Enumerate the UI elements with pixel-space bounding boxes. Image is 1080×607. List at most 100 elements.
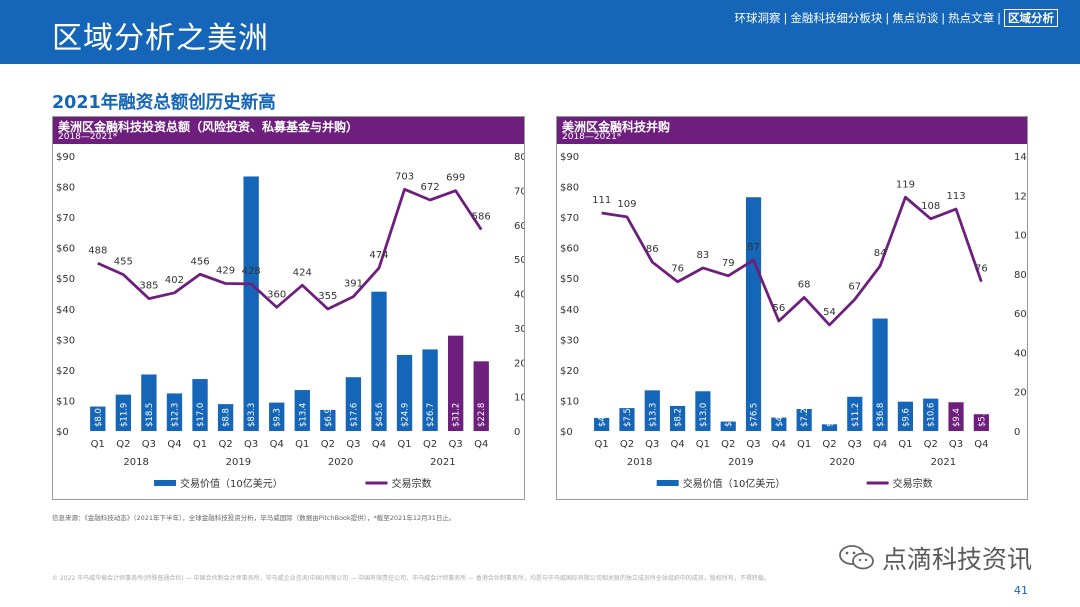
y2-tick-label: 500 — [514, 255, 524, 266]
bar — [422, 349, 438, 431]
y-tick-label: $80 — [560, 183, 579, 194]
bar — [320, 409, 336, 431]
legend-label-value: 交易价值（10亿美元） — [180, 477, 283, 490]
bar — [973, 414, 989, 431]
x-tick-label: Q2 — [218, 439, 232, 450]
bar-value-label: $18.5 — [145, 403, 155, 427]
bar-value-label: $31.2 — [452, 403, 462, 427]
bar-value-label: $7.5 — [623, 408, 633, 427]
y-tick-label: $30 — [56, 335, 75, 346]
line-value-label: 86 — [646, 244, 659, 255]
x-tick-label: Q1 — [295, 439, 309, 450]
x-tick-label: Q3 — [346, 439, 360, 450]
legend-swatch-bar — [154, 480, 177, 486]
line-value-label: 488 — [88, 245, 107, 256]
line-value-label: 360 — [267, 289, 286, 300]
year-label: 2020 — [829, 457, 854, 468]
line-value-label: 108 — [921, 201, 940, 212]
line-value-label: 474 — [369, 250, 388, 261]
nav-item-global-insight[interactable]: 环球洞察 — [734, 11, 781, 25]
y2-tick-label: 400 — [514, 290, 524, 301]
x-tick-label: Q4 — [167, 439, 181, 450]
line-value-label: 391 — [344, 279, 363, 290]
y-tick-label: $80 — [56, 183, 75, 194]
line-value-label: 586 — [472, 212, 491, 223]
bar-value-label: $4.3 — [598, 408, 608, 427]
x-tick-label: Q1 — [898, 439, 912, 450]
line-value-label: 672 — [421, 182, 440, 193]
bar — [796, 409, 812, 431]
bar — [192, 379, 208, 431]
nav-item-regional-analysis[interactable]: 区域分析 — [1004, 9, 1058, 27]
x-tick-label: Q2 — [721, 439, 735, 450]
x-tick-label: Q1 — [91, 439, 105, 450]
line-value-label: 113 — [946, 191, 965, 202]
line-value-label: 84 — [874, 248, 887, 259]
bar-value-label: $22.8 — [477, 403, 487, 427]
y-tick-label: $30 — [560, 335, 579, 346]
legend-swatch-line — [866, 481, 889, 485]
nav-item-fintech-sectors[interactable]: 金融科技细分板块 — [790, 11, 883, 25]
bar — [847, 396, 863, 431]
x-tick-label: Q1 — [397, 439, 411, 450]
panel-header: 美洲区金融科技投资总额（风险投资、私募基金与并购） 2018—2021* — [53, 117, 524, 144]
bar-value-label: $10.6 — [927, 403, 937, 427]
page-title: 区域分析之美洲 — [52, 21, 269, 56]
line-value-label: 109 — [617, 199, 636, 210]
legend-swatch-line — [365, 481, 388, 485]
y2-tick-label: 800 — [514, 152, 524, 163]
bar-value-label: $83.3 — [247, 403, 257, 427]
panel-header: 美洲区金融科技并购 2018—2021* — [557, 117, 1027, 144]
nav-item-hot-articles[interactable]: 热点文章 — [948, 11, 995, 25]
panel-title: 美洲区金融科技并购 — [562, 120, 671, 134]
bar — [166, 393, 183, 431]
line-value-label: 87 — [747, 242, 760, 253]
section-nav: 环球洞察 | 金融科技细分板块 | 焦点访谈 | 热点文章 | 区域分析 — [734, 9, 1058, 27]
bar — [90, 406, 106, 431]
x-tick-label: Q2 — [423, 439, 437, 450]
bar — [269, 402, 285, 431]
bar — [745, 197, 762, 431]
legend-label-value: 交易价值（10亿美元） — [683, 477, 786, 490]
y-tick-label: $90 — [560, 152, 579, 163]
bar-value-label: $17.0 — [196, 403, 206, 427]
y-tick-label: $90 — [56, 152, 75, 163]
bar-value-label: $11.9 — [119, 403, 129, 427]
bar — [897, 401, 913, 431]
bar — [771, 417, 787, 431]
nav-item-interviews[interactable]: 焦点访谈 — [892, 11, 939, 25]
x-tick-label: Q1 — [193, 439, 207, 450]
y-tick-label: $60 — [56, 244, 75, 255]
line-value-label: 703 — [395, 171, 414, 182]
investment-chart: $0 $10 $20 $30 $40 $50 $60 $70 $80 $90 0 100 200 300 4… — [56, 152, 524, 490]
year-label: 2021 — [931, 457, 956, 468]
y-tick-label: $40 — [560, 305, 579, 316]
bar-value-label: $11.2 — [851, 403, 861, 427]
bar — [594, 417, 610, 431]
line-value-label: 455 — [114, 257, 133, 268]
bar — [217, 404, 234, 431]
y2-tick-label: 600 — [514, 221, 524, 232]
bar — [872, 318, 888, 431]
y2-tick-label: 100 — [1014, 231, 1027, 242]
y-tick-label: $70 — [56, 213, 75, 224]
bar-value-label: $12.3 — [170, 403, 180, 427]
legend-swatch-bar — [656, 480, 679, 486]
bar — [923, 398, 939, 431]
bar — [396, 354, 413, 431]
bar — [644, 390, 660, 431]
bar-value-label: $3.1 — [724, 408, 734, 427]
y-tick-label: $50 — [56, 274, 75, 285]
chat-bubbles-icon — [839, 545, 874, 570]
year-label: 2018 — [123, 457, 148, 468]
line-value-label: 79 — [722, 258, 735, 269]
year-label: 2019 — [728, 457, 753, 468]
x-tick-label: Q1 — [595, 439, 609, 450]
line-value-label: 424 — [293, 267, 312, 278]
y2-tick-label: 100 — [514, 393, 524, 404]
x-tick-label: Q3 — [244, 439, 258, 450]
y2-tick-label: 700 — [514, 186, 524, 197]
ma-chart-panel: 美洲区金融科技并购 2018—2021* $0 $10 $20 $30 $40 $50 $6… — [556, 116, 1028, 500]
y-tick-label: $50 — [560, 274, 579, 285]
ma-chart: $0 $10 $20 $30 $40 $50 $60 $70 $80 $90 0 20 40 60 80 10… — [560, 152, 1027, 490]
